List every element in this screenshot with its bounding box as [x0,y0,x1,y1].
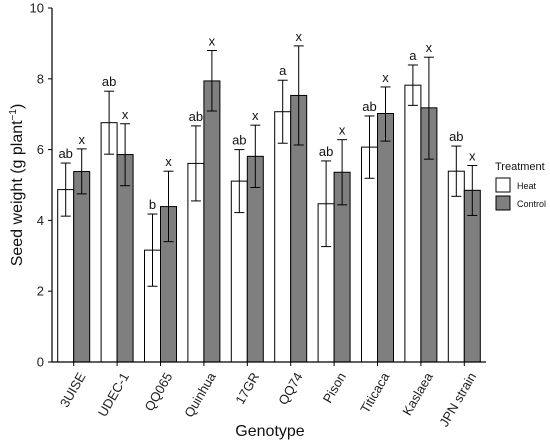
y-tick-label: 0 [37,355,44,370]
y-tick-label: 2 [37,284,44,299]
significance-letter: x [252,108,259,123]
significance-letter: ab [102,74,116,89]
x-tick-label: QQ065 [141,370,175,414]
legend-title: Treatment [495,161,545,173]
significance-letter: b [149,197,156,212]
significance-letter: x [165,154,172,169]
bar-control [377,112,394,363]
y-tick-label: 4 [37,213,44,228]
x-tick-label: QQ74 [275,370,305,408]
x-tick-label: Kaslaea [399,369,436,418]
significance-letter: ab [319,144,333,159]
bar-control [73,171,91,363]
bar-control [463,189,481,363]
legend: Treatment Heat Control [495,161,546,211]
significance-letter: a [279,63,287,78]
legend-swatch-control [495,195,511,211]
bar-control [203,80,221,363]
x-tick-label: Quinhua [181,369,219,420]
bar-heat [404,84,422,363]
y-axis-title: Seed weight (g plant−1) [8,104,26,267]
legend-label-heat: Heat [517,181,537,191]
legend-label-control: Control [517,199,546,209]
significance-letter: ab [58,146,72,161]
y-tick-label: 10 [30,1,44,16]
x-tick-label: UDEC-1 [95,370,132,419]
significance-letter: x [209,33,216,48]
significance-letter: x [295,29,302,44]
bar-heat [274,111,292,363]
significance-letter: x [78,132,85,147]
y-tick-label: 6 [37,142,44,157]
bar-heat [100,122,118,363]
significance-letter: ab [449,129,463,144]
y-tick-label: 8 [37,71,44,86]
x-tick-label: Titicaca [357,369,393,416]
x-tick-label: Pison [320,370,349,406]
significance-letter: ab [189,109,203,124]
x-tick-label: JPN strain [436,370,479,429]
significance-letter: ab [232,133,246,148]
significance-letter: x [469,149,476,164]
significance-letter: x [426,40,433,55]
x-tick-label: 3UISE [57,370,89,410]
x-axis-title: Genotype [235,423,304,440]
significance-letter: x [122,107,129,122]
significance-letter: x [382,70,389,85]
bar-heat [361,146,378,363]
significance-letter: a [409,48,417,63]
x-tick-label: 17GR [232,370,262,407]
legend-swatch-heat [495,177,511,193]
bar-heat [447,170,465,363]
significance-letter: ab [362,99,376,114]
significance-letter: x [339,123,346,138]
